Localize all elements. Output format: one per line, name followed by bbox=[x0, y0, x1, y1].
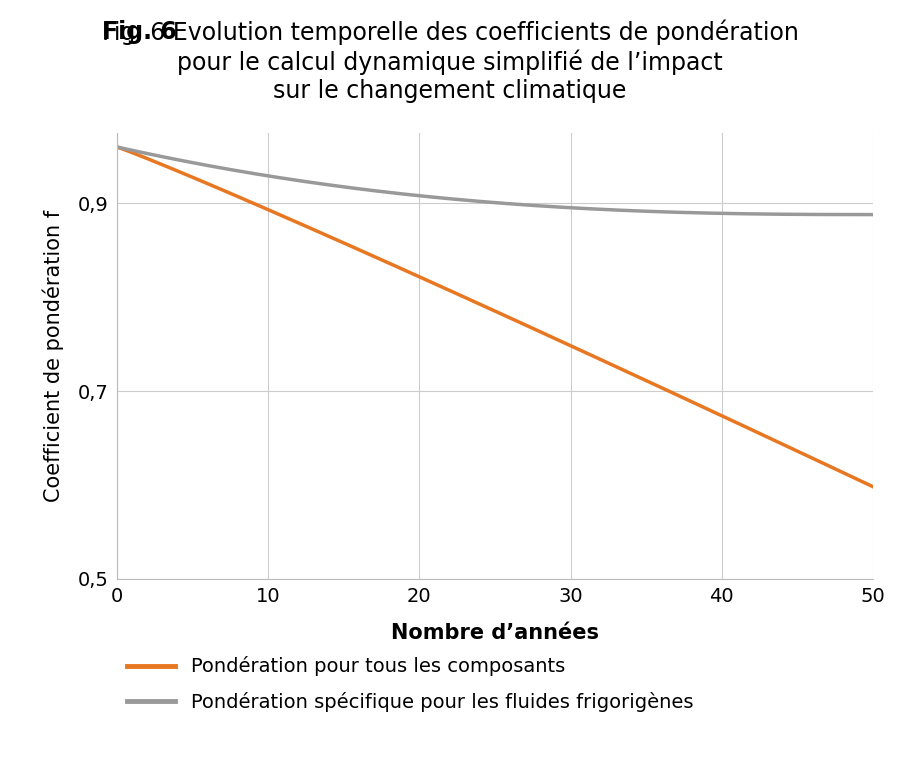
Text: Fig. 6 Evolution temporelle des coefficients de pondération: Fig. 6 Evolution temporelle des coeffici… bbox=[102, 20, 798, 45]
Text: pour le calcul dynamique simplifié de l’impact: pour le calcul dynamique simplifié de l’… bbox=[177, 49, 723, 75]
X-axis label: Nombre d’années: Nombre d’années bbox=[391, 622, 599, 643]
Text: sur le changement climatique: sur le changement climatique bbox=[274, 79, 626, 103]
Text: Fig. 6: Fig. 6 bbox=[102, 20, 176, 44]
Y-axis label: Coefficient de pondération f: Coefficient de pondération f bbox=[42, 210, 64, 502]
Legend: Pondération pour tous les composants, Pondération spécifique pour les fluides fr: Pondération pour tous les composants, Po… bbox=[127, 656, 693, 712]
